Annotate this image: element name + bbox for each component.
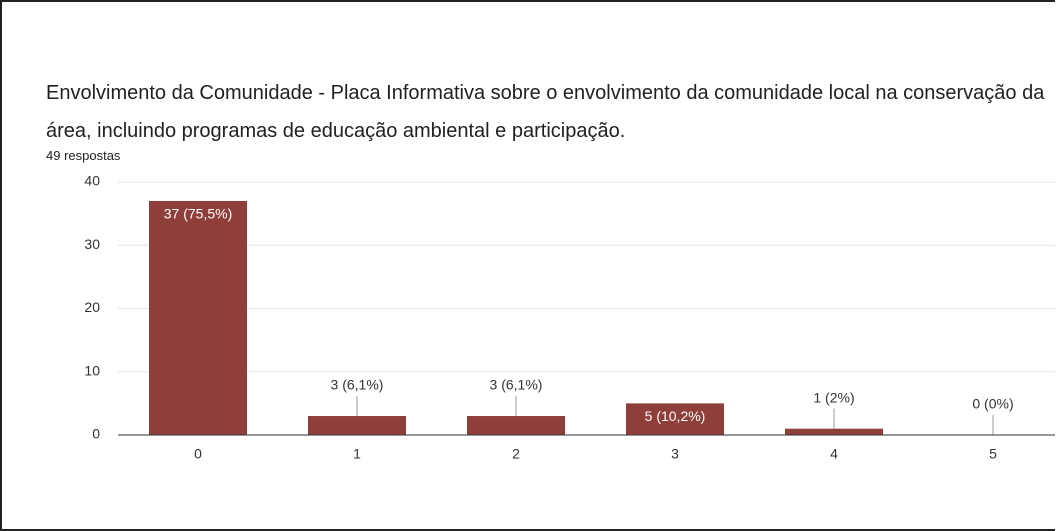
bar xyxy=(785,428,883,435)
data-label: 0 (0%) xyxy=(972,396,1013,412)
x-tick-label: 2 xyxy=(512,446,520,462)
y-tick-label: 30 xyxy=(84,236,100,252)
response-count: 49 respostas xyxy=(46,148,121,163)
data-label: 3 (6,1%) xyxy=(490,377,543,393)
x-tick-label: 4 xyxy=(830,446,838,462)
y-tick-label: 20 xyxy=(84,299,100,315)
x-tick-label: 5 xyxy=(989,446,997,462)
x-tick-label: 3 xyxy=(671,446,679,462)
x-tick-label: 1 xyxy=(353,446,361,462)
bar xyxy=(626,403,724,435)
x-tick-label: 0 xyxy=(194,446,202,462)
y-tick-label: 10 xyxy=(84,362,100,378)
y-tick-label: 40 xyxy=(84,173,100,189)
data-label: 3 (6,1%) xyxy=(331,377,384,393)
bar xyxy=(308,416,406,435)
chart-title: Envolvimento da Comunidade - Placa Infor… xyxy=(46,82,1045,142)
data-label: 5 (10,2%) xyxy=(645,408,706,424)
data-label: 37 (75,5%) xyxy=(164,206,232,222)
bar xyxy=(149,200,247,435)
bar xyxy=(467,416,565,435)
data-label: 1 (2%) xyxy=(813,389,854,405)
y-tick-label: 0 xyxy=(92,426,100,442)
